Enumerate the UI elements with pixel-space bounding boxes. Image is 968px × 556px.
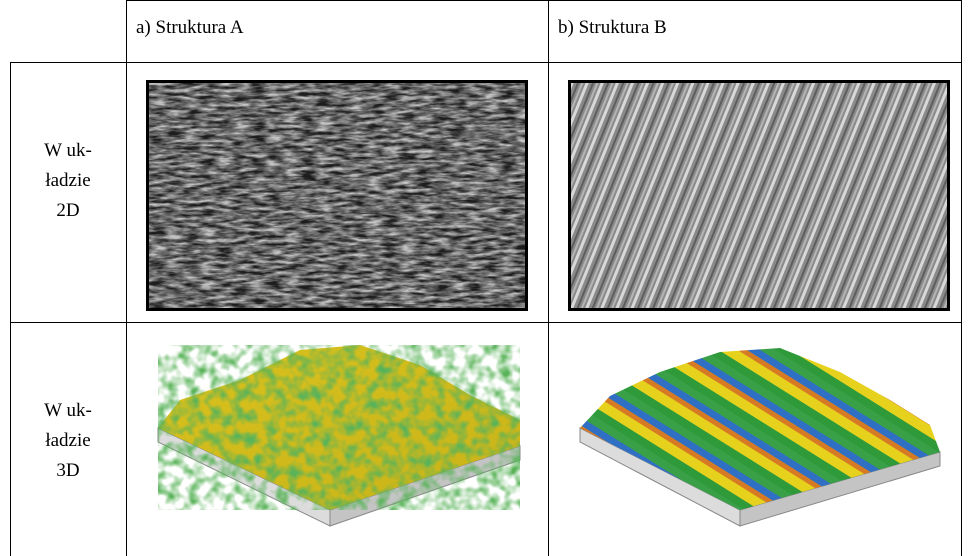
row-label: ładzie	[45, 430, 90, 451]
image-3d-a	[158, 345, 520, 526]
row-label: W uk-	[44, 140, 92, 161]
image-2d-b	[568, 80, 950, 311]
image-2d-a	[146, 80, 528, 311]
row-label: W uk-	[44, 400, 92, 421]
row-label: 3D	[56, 460, 79, 481]
image-3d-b	[580, 348, 940, 526]
column-header: b) Struktura B	[558, 17, 667, 38]
page: a) Struktura A b) Struktura B W uk- ładz…	[0, 0, 968, 556]
row-label: ładzie	[45, 170, 90, 191]
column-header: a) Struktura A	[136, 17, 244, 38]
row-label: 2D	[56, 200, 79, 221]
